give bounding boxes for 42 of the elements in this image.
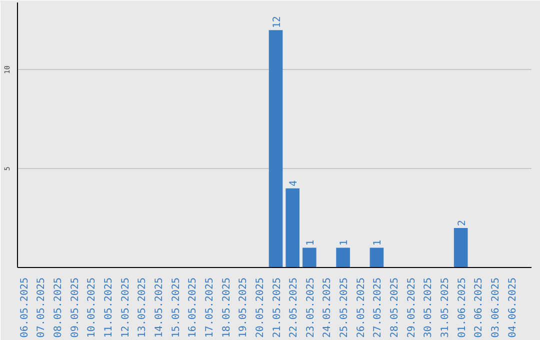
bar (268, 30, 283, 268)
x-tick-label: 21.05.2025 (272, 277, 283, 338)
x-tick-label: 02.06.2025 (474, 277, 485, 338)
bar (370, 248, 384, 268)
x-tick-label: 23.05.2025 (305, 277, 316, 338)
x-tick-label: 03.06.2025 (490, 277, 502, 338)
x-tick-label: 11.05.2025 (104, 277, 115, 338)
x-tick-label: 18.05.2025 (221, 277, 232, 338)
x-tick-label: 26.05.2025 (356, 277, 367, 338)
x-tick-label: 07.05.2025 (36, 277, 48, 338)
x-tick-label: 27.05.2025 (372, 277, 384, 338)
x-tick-label: 22.05.2025 (288, 277, 300, 338)
x-tick-label: 19.05.2025 (238, 277, 250, 338)
x-tick-label: 28.05.2025 (390, 277, 401, 338)
x-tick-label: 15.05.2025 (170, 277, 182, 338)
x-tick-label: 13.05.2025 (137, 277, 148, 338)
x-tick-label: 06.05.2025 (19, 277, 30, 338)
bar (454, 228, 468, 268)
x-tick-label: 16.05.2025 (188, 277, 199, 338)
data-label: 1 (339, 240, 350, 246)
x-tick-label: 30.05.2025 (423, 277, 434, 338)
x-tick-label: 31.05.2025 (440, 277, 452, 338)
x-tick-label: 17.05.2025 (204, 277, 216, 338)
x-tick-label: 29.05.2025 (406, 277, 418, 338)
data-label: 12 (272, 16, 283, 28)
data-label: 1 (305, 240, 316, 246)
x-tick-label: 20.05.2025 (254, 277, 266, 338)
x-tick-label: 25.05.2025 (339, 277, 350, 338)
data-label: 1 (372, 240, 384, 246)
bar (286, 188, 300, 268)
x-tick-label: 01.06.2025 (456, 277, 468, 338)
x-tick-label: 04.06.2025 (507, 277, 518, 338)
x-tick-label: 10.05.2025 (86, 277, 98, 338)
bar (302, 248, 316, 268)
x-tick-label: 24.05.2025 (322, 277, 334, 338)
x-tick-label: 12.05.2025 (120, 277, 132, 338)
bar (336, 248, 350, 268)
x-tick-label: 08.05.2025 (53, 277, 64, 338)
data-label: 4 (288, 180, 300, 186)
x-tick-label: 14.05.2025 (154, 277, 165, 338)
data-label: 2 (456, 220, 468, 226)
x-tick-label: 09.05.2025 (70, 277, 81, 338)
